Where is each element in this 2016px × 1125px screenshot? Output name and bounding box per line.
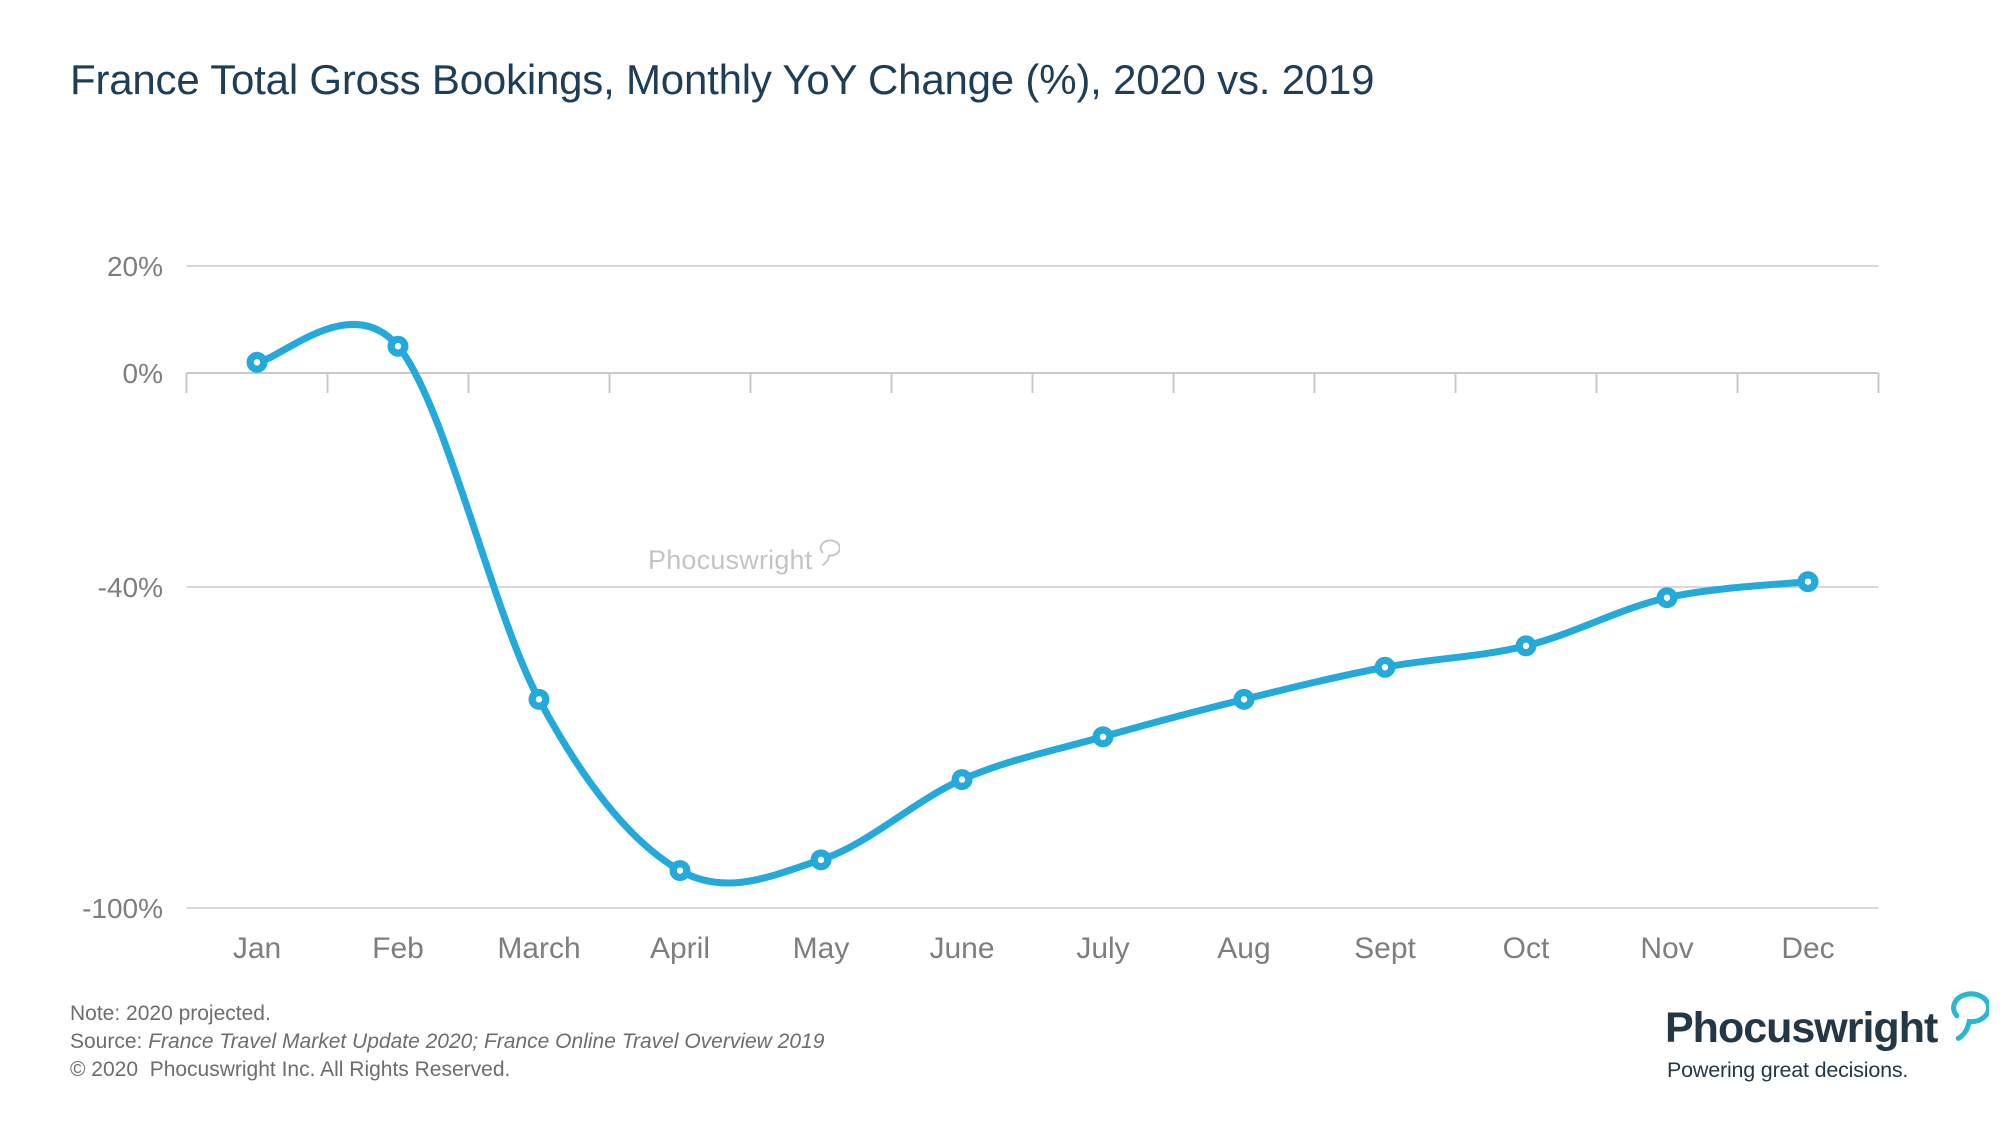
data-point-center-dot xyxy=(676,867,684,874)
data-point-center-dot xyxy=(958,776,966,783)
data-point-center-dot xyxy=(1381,664,1389,671)
speech-bubble-icon xyxy=(820,539,841,566)
x-axis-label: Feb xyxy=(372,932,424,965)
logo-tagline: Powering great decisions. xyxy=(1667,1058,1909,1082)
data-point-center-dot xyxy=(253,359,261,366)
footnote-copyright: © 2020 Phocuswright Inc. All Rights Rese… xyxy=(70,1058,511,1081)
y-axis-label: -100% xyxy=(82,893,163,924)
data-point-center-dot xyxy=(1663,594,1671,601)
data-point-center-dot xyxy=(1099,733,1107,740)
watermark: Phocuswright xyxy=(648,539,841,577)
x-axis-label: Aug xyxy=(1217,932,1270,965)
series-line xyxy=(253,320,1812,887)
data-point-center-dot xyxy=(1804,578,1812,585)
x-axis-label: June xyxy=(929,932,994,965)
x-axis-label: Sept xyxy=(1354,932,1416,965)
footnote-source-label: Source: xyxy=(70,1030,149,1053)
footnote-source: Source: France Travel Market Update 2020… xyxy=(70,1028,824,1056)
speech-bubble-icon xyxy=(1951,991,1989,1041)
footnotes: Note: 2020 projected. Source: France Tra… xyxy=(70,1000,824,1084)
footnote-source-titles: France Travel Market Update 2020; France… xyxy=(148,1030,825,1053)
data-point-center-dot xyxy=(1240,696,1248,703)
footnote-note: Note: 2020 projected. xyxy=(70,1002,271,1025)
data-point-center-dot xyxy=(535,696,543,703)
x-axis-label: April xyxy=(650,932,710,965)
x-axis-label: Jan xyxy=(233,932,281,965)
page-title: France Total Gross Bookings, Monthly YoY… xyxy=(70,56,1375,103)
y-axis-label: -40% xyxy=(98,572,163,603)
x-axis-label: Oct xyxy=(1503,932,1550,965)
y-axis-label: 20% xyxy=(107,251,163,282)
x-axis-label: March xyxy=(497,932,580,965)
phocuswright-logo: Phocuswright Powering great decisions. xyxy=(1663,988,2003,1098)
x-axis-label: May xyxy=(793,932,850,965)
watermark-text: Phocuswright xyxy=(648,545,813,575)
data-point-center-dot xyxy=(817,856,825,864)
x-axis-label: Nov xyxy=(1640,932,1693,965)
data-point-center-dot xyxy=(394,343,402,350)
y-axis-label: 0% xyxy=(123,358,163,389)
logo-wordmark: Phocuswright xyxy=(1665,1004,1938,1052)
x-axis-label: July xyxy=(1076,932,1129,965)
data-point-center-dot xyxy=(1522,642,1530,650)
x-axis-label: Dec xyxy=(1781,932,1834,965)
